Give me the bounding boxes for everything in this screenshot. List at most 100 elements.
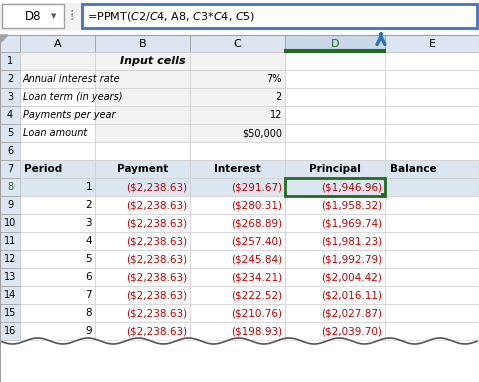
Bar xyxy=(385,106,479,124)
Bar xyxy=(190,88,285,106)
Bar xyxy=(95,70,190,88)
Bar xyxy=(190,70,285,88)
Text: ($257.40): ($257.40) xyxy=(231,236,282,246)
Text: 3: 3 xyxy=(7,92,13,102)
Bar xyxy=(385,88,479,106)
Bar xyxy=(95,196,190,214)
Text: 7%: 7% xyxy=(267,74,282,84)
Bar xyxy=(190,196,285,214)
Text: 2: 2 xyxy=(85,200,92,210)
Bar xyxy=(385,304,479,322)
Text: 5: 5 xyxy=(85,254,92,264)
Text: 8: 8 xyxy=(85,308,92,318)
Bar xyxy=(190,106,285,124)
Text: 1: 1 xyxy=(7,56,13,66)
Text: 9: 9 xyxy=(7,200,13,210)
Bar xyxy=(285,52,385,70)
Bar xyxy=(0,88,20,106)
Bar xyxy=(385,286,479,304)
Bar xyxy=(20,52,95,70)
Bar xyxy=(0,106,20,124)
Bar xyxy=(285,178,385,196)
Text: =PPMT($C$2/$C$4, A8, $C$3*$C$4, $C$5): =PPMT($C$2/$C$4, A8, $C$3*$C$4, $C$5) xyxy=(87,10,255,23)
Text: 5: 5 xyxy=(7,128,13,138)
Bar xyxy=(0,214,20,232)
Text: ($222.52): ($222.52) xyxy=(231,290,282,300)
Bar xyxy=(0,70,20,88)
Bar xyxy=(385,214,479,232)
Text: 16: 16 xyxy=(4,326,16,336)
Bar xyxy=(95,178,190,196)
Bar xyxy=(95,214,190,232)
Bar xyxy=(285,304,385,322)
Bar xyxy=(95,124,190,142)
Bar xyxy=(0,286,20,304)
Text: Loan amount: Loan amount xyxy=(23,128,87,138)
Bar xyxy=(95,160,190,178)
Text: ($2,238.63): ($2,238.63) xyxy=(126,308,187,318)
Bar xyxy=(20,160,95,178)
Bar xyxy=(285,214,385,232)
Bar xyxy=(0,35,20,52)
Bar xyxy=(95,196,190,214)
Bar xyxy=(385,214,479,232)
Bar xyxy=(385,70,479,88)
Bar xyxy=(385,322,479,340)
Bar xyxy=(385,52,479,70)
Text: ($210.76): ($210.76) xyxy=(231,308,282,318)
Bar xyxy=(95,35,190,52)
Bar xyxy=(285,196,385,214)
Bar xyxy=(285,322,385,340)
Bar xyxy=(0,142,20,160)
Text: ($198.93): ($198.93) xyxy=(231,326,282,336)
Bar xyxy=(0,106,20,124)
Bar xyxy=(190,160,285,178)
Bar xyxy=(190,52,285,70)
Bar xyxy=(385,196,479,214)
Text: ($291.67): ($291.67) xyxy=(231,182,282,192)
Text: 12: 12 xyxy=(4,254,16,264)
Bar xyxy=(0,232,20,250)
Bar xyxy=(0,196,20,214)
Bar xyxy=(0,124,20,142)
Bar xyxy=(0,250,20,268)
Bar xyxy=(385,232,479,250)
Bar xyxy=(190,304,285,322)
Bar xyxy=(0,214,20,232)
Text: 4: 4 xyxy=(85,236,92,246)
Text: ($280.31): ($280.31) xyxy=(231,200,282,210)
Bar xyxy=(20,35,95,52)
Bar xyxy=(0,286,20,304)
Text: 12: 12 xyxy=(270,110,282,120)
Bar xyxy=(95,35,190,52)
Text: 13: 13 xyxy=(4,272,16,282)
Text: ($2,238.63): ($2,238.63) xyxy=(126,326,187,336)
Bar xyxy=(285,106,385,124)
Text: Period: Period xyxy=(24,164,62,174)
Bar xyxy=(385,178,479,196)
Bar xyxy=(190,232,285,250)
Bar xyxy=(385,124,479,142)
Bar xyxy=(385,322,479,340)
Bar xyxy=(190,250,285,268)
Text: ($1,969.74): ($1,969.74) xyxy=(321,218,382,228)
Bar xyxy=(190,214,285,232)
Text: D8: D8 xyxy=(25,10,41,23)
Bar xyxy=(0,88,20,106)
Bar xyxy=(385,88,479,106)
Bar xyxy=(190,142,285,160)
Bar xyxy=(285,50,385,52)
Bar xyxy=(20,106,95,124)
Text: ($2,238.63): ($2,238.63) xyxy=(126,200,187,210)
Bar xyxy=(285,232,385,250)
Bar xyxy=(20,250,95,268)
Bar xyxy=(95,52,190,70)
Bar xyxy=(285,178,385,196)
Text: ($2,004.42): ($2,004.42) xyxy=(321,272,382,282)
Bar xyxy=(95,106,190,124)
Bar xyxy=(20,106,95,124)
Bar xyxy=(2,4,64,28)
Text: B: B xyxy=(139,39,146,49)
Bar xyxy=(285,214,385,232)
Bar xyxy=(385,142,479,160)
